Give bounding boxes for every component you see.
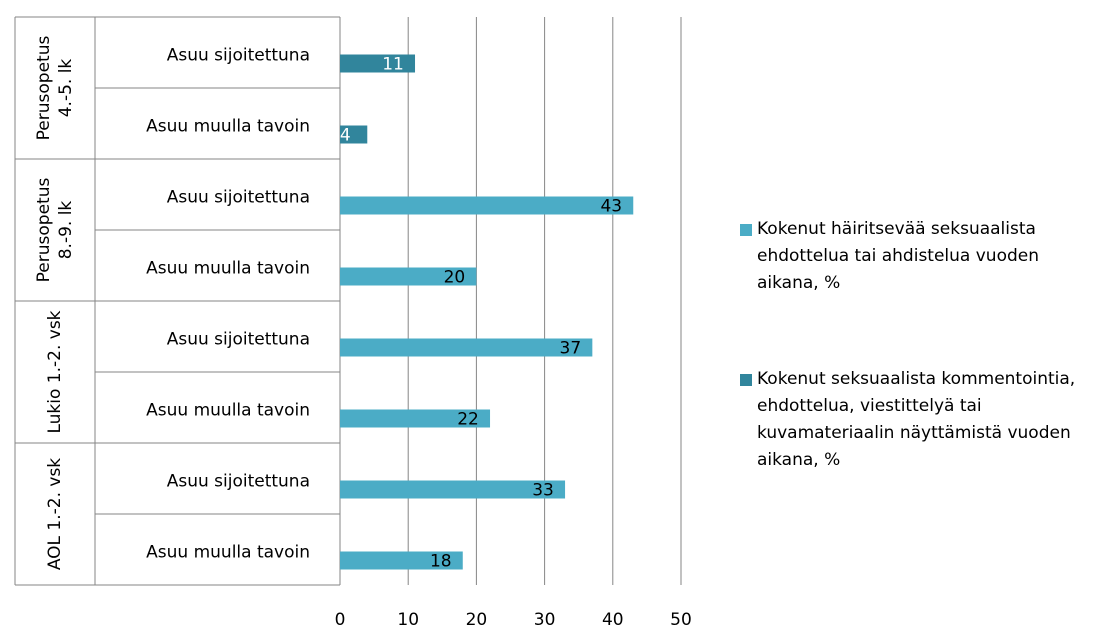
- bar: [340, 480, 566, 499]
- group-label: Perusopetus 8.-9. lk: [34, 177, 76, 283]
- bar: [340, 125, 368, 144]
- y-tick-label: Asuu sijoitettuna: [167, 188, 310, 208]
- x-tick-label: 30: [534, 610, 556, 630]
- legend-label: Kokenut seksuaalista kommentointia, ehdo…: [757, 369, 1076, 470]
- bar: [340, 196, 634, 215]
- x-tick-label: 20: [466, 610, 488, 630]
- group-label: AOL 1.-2. vsk: [45, 457, 65, 571]
- data-label: 4: [340, 126, 351, 146]
- data-label: 11: [382, 55, 404, 75]
- y-tick-label: Asuu sijoitettuna: [167, 330, 310, 350]
- y-tick-label: Asuu sijoitettuna: [167, 46, 310, 66]
- y-tick-label: Asuu muulla tavoin: [146, 259, 310, 279]
- legend-swatch: [740, 224, 752, 236]
- x-tick-label: 40: [602, 610, 624, 630]
- data-label: 37: [560, 339, 582, 359]
- x-tick-label: 10: [397, 610, 419, 630]
- group-label: Lukio 1.-2. vsk: [45, 310, 65, 434]
- bar: [340, 338, 593, 357]
- x-tick-label: 0: [335, 610, 346, 630]
- data-label: 22: [457, 410, 479, 430]
- data-label: 18: [430, 552, 452, 572]
- legend-label: Kokenut häiritsevää seksuaalista ehdotte…: [757, 219, 1040, 293]
- x-tick-label: 50: [670, 610, 692, 630]
- bar: [340, 551, 463, 570]
- y-tick-label: Asuu sijoitettuna: [167, 472, 310, 492]
- data-label: 20: [444, 268, 466, 288]
- y-tick-label: Asuu muulla tavoin: [146, 401, 310, 421]
- data-label: 43: [600, 197, 622, 217]
- y-tick-label: Asuu muulla tavoin: [146, 117, 310, 137]
- group-label: Perusopetus 4.-5. lk: [34, 35, 76, 141]
- bar: [340, 409, 491, 428]
- data-label: 33: [532, 481, 554, 501]
- bar: [340, 54, 416, 73]
- bar: [340, 267, 477, 286]
- legend-swatch: [740, 374, 752, 386]
- y-tick-label: Asuu muulla tavoin: [146, 543, 310, 563]
